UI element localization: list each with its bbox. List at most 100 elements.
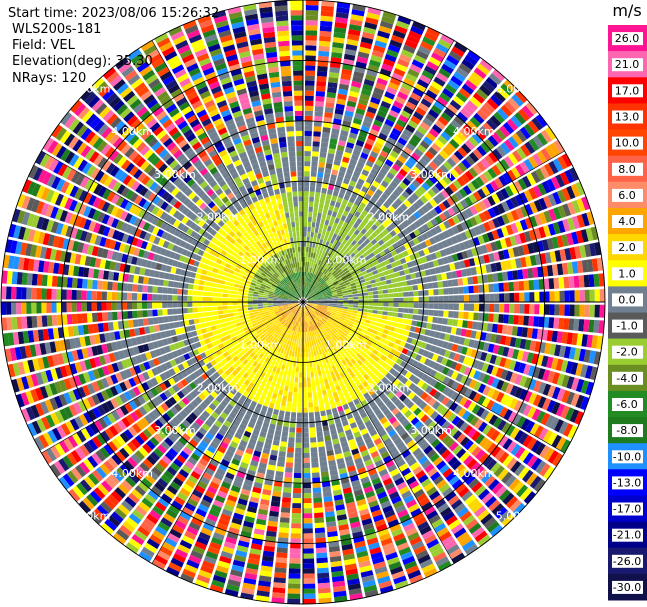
- velocity-gate: [411, 166, 421, 175]
- velocity-gate: [347, 294, 354, 298]
- velocity-gate: [304, 171, 310, 177]
- velocity-gate: [396, 206, 404, 215]
- velocity-gate: [287, 269, 291, 275]
- velocity-gate: [380, 100, 391, 109]
- velocity-gate: [495, 128, 507, 141]
- velocity-gate: [308, 289, 312, 294]
- velocity-gate: [303, 261, 306, 267]
- velocity-gate: [364, 142, 373, 151]
- velocity-gate: [66, 289, 72, 300]
- velocity-gate: [311, 161, 318, 167]
- velocity-gate: [416, 144, 427, 154]
- velocity-gate: [193, 279, 200, 285]
- velocity-gate: [421, 223, 430, 232]
- velocity-gate: [362, 292, 369, 296]
- velocity-gate: [345, 43, 358, 51]
- velocity-gate: [310, 291, 315, 296]
- velocity-gate: [244, 165, 253, 173]
- velocity-gate: [484, 138, 495, 150]
- velocity-gate: [310, 171, 317, 177]
- velocity-gate: [405, 142, 416, 152]
- velocity-gate: [344, 48, 357, 56]
- velocity-gate: [375, 253, 382, 260]
- velocity-gate: [304, 287, 307, 293]
- velocity-gate: [448, 287, 454, 295]
- velocity-gate: [469, 96, 482, 108]
- velocity-gate: [316, 283, 321, 288]
- velocity-gate: [295, 272, 298, 278]
- velocity-gate: [293, 75, 303, 81]
- velocity-gate: [313, 280, 317, 286]
- velocity-gate: [196, 53, 210, 62]
- velocity-gate: [301, 292, 303, 298]
- velocity-gate: [112, 282, 118, 291]
- velocity-gate: [425, 89, 438, 100]
- velocity-gate: [275, 383, 281, 390]
- velocity-gate: [257, 73, 268, 80]
- velocity-gate: [464, 196, 473, 207]
- velocity-gate: [292, 50, 303, 56]
- velocity-gate: [197, 307, 203, 313]
- velocity-gate: [260, 214, 267, 221]
- velocity-gate: [317, 233, 322, 239]
- velocity-gate: [31, 316, 38, 328]
- velocity-gate: [335, 266, 341, 272]
- velocity-gate: [355, 183, 363, 190]
- velocity-gate: [269, 169, 276, 176]
- velocity-gate: [418, 158, 428, 168]
- velocity-gate: [126, 302, 132, 310]
- velocity-gate: [272, 298, 278, 301]
- velocity-gate: [296, 146, 303, 152]
- velocity-gate: [309, 237, 314, 243]
- velocity-gate: [152, 317, 159, 325]
- velocity-gate: [316, 294, 322, 297]
- velocity-gate: [187, 295, 193, 301]
- velocity-gate: [233, 159, 242, 167]
- velocity-gate: [280, 239, 285, 246]
- velocity-gate: [320, 267, 325, 273]
- velocity-gate: [338, 237, 345, 243]
- velocity-gate: [321, 261, 326, 268]
- velocity-gate: [218, 104, 229, 113]
- velocity-gate: [370, 96, 381, 105]
- velocity-gate: [460, 210, 469, 220]
- velocity-gate: [443, 295, 449, 302]
- velocity-gate: [442, 230, 451, 239]
- velocity-gate: [363, 115, 374, 124]
- velocity-gate: [234, 315, 240, 320]
- velocity-gate: [362, 261, 369, 267]
- velocity-gate: [551, 264, 559, 276]
- velocity-gate: [305, 70, 316, 76]
- velocity-gate: [372, 180, 380, 188]
- velocity-gate: [373, 259, 380, 266]
- velocity-gate: [402, 250, 409, 257]
- velocity-gate: [326, 272, 332, 278]
- velocity-gate: [458, 188, 468, 198]
- velocity-gate: [465, 155, 476, 166]
- velocity-gate: [336, 247, 342, 254]
- velocity-gate: [226, 123, 237, 132]
- velocity-gate: [500, 83, 513, 96]
- velocity-gate: [493, 111, 505, 124]
- velocity-gate: [452, 135, 464, 146]
- velocity-gate: [287, 136, 295, 142]
- velocity-gate: [363, 78, 375, 87]
- velocity-gate: [21, 272, 28, 285]
- velocity-gate: [420, 256, 428, 264]
- velocity-gate: [320, 142, 329, 148]
- velocity-gate: [471, 132, 483, 144]
- velocity-gate: [294, 267, 297, 273]
- velocity-gate: [340, 161, 349, 168]
- velocity-gate: [280, 65, 291, 72]
- velocity-gate: [375, 277, 381, 283]
- velocity-gate: [96, 312, 103, 322]
- velocity-gate: [271, 237, 277, 244]
- velocity-gate: [273, 242, 279, 248]
- velocity-gate: [316, 248, 321, 255]
- velocity-gate: [225, 277, 232, 282]
- velocity-gate: [427, 245, 435, 254]
- velocity-gate: [398, 114, 409, 124]
- velocity-gate: [71, 302, 77, 312]
- velocity-gate: [324, 269, 329, 275]
- velocity-gate: [378, 224, 386, 232]
